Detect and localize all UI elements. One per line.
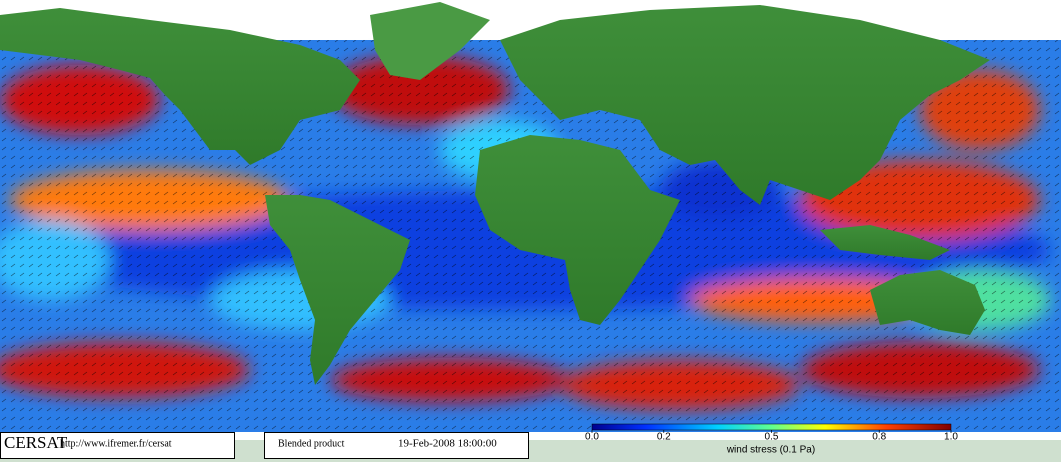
logo-box [0, 432, 235, 459]
colorbar-tick-label: 1.0 [944, 432, 958, 443]
colorbar-tick-label: 0.2 [657, 432, 671, 443]
product-box [264, 432, 529, 459]
colorbar-label: wind stress (0.1 Pa) [726, 445, 815, 456]
colorbar-tick-label: 0.8 [872, 432, 886, 443]
logo: CERSAT [4, 433, 68, 452]
colorbar [591, 423, 952, 431]
colorbar-tick-label: 0.0 [585, 432, 599, 443]
product: Blended product [278, 438, 345, 449]
timestamp: 19-Feb-2008 18:00:00 [398, 438, 497, 450]
colorbar-tick-label: 0.5 [765, 432, 779, 443]
url[interactable]: http://www.ifremer.fr/cersat [60, 438, 172, 449]
